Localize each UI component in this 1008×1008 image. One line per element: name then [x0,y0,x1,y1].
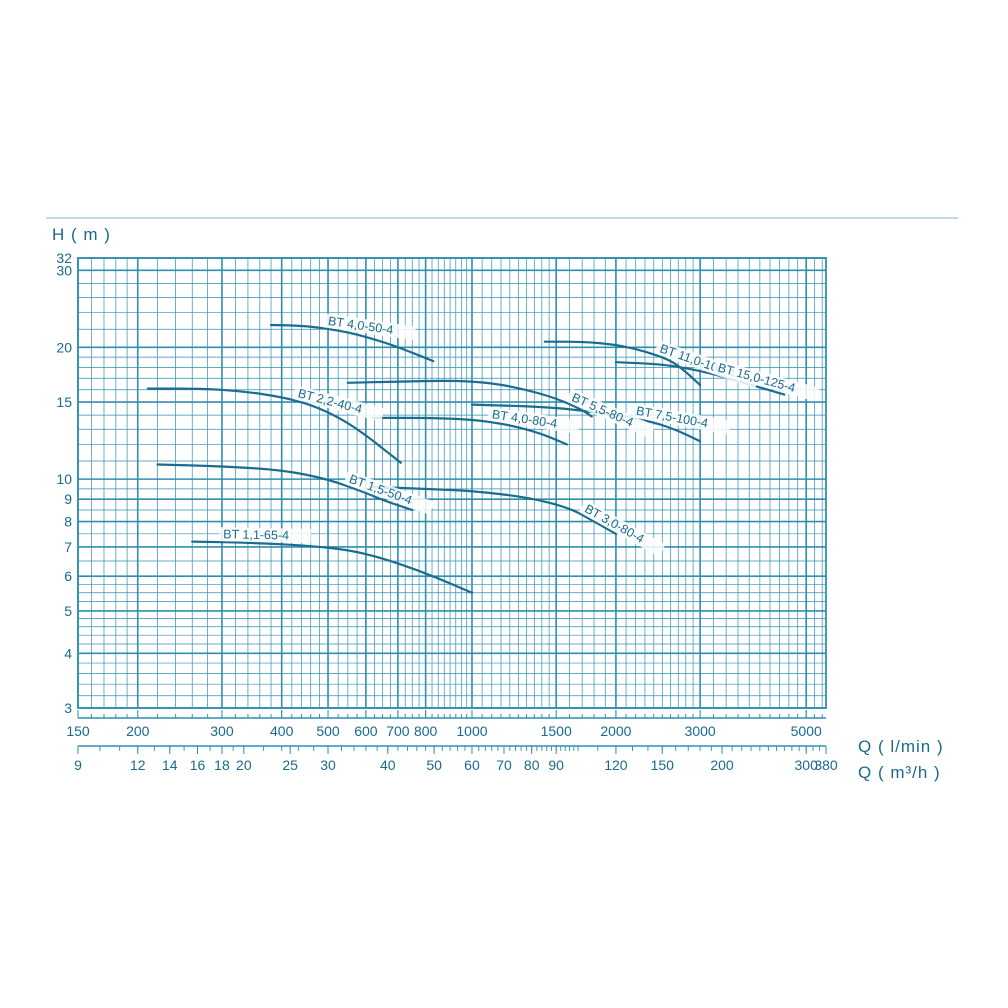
curve-label-bg [323,313,416,341]
x-tick-label-lmin: 1000 [456,723,487,739]
y-tick-label: 4 [64,645,72,661]
curve-label-group: BT 4,0-50-4 [323,313,416,341]
x-tick-label-lmin: 500 [316,723,340,739]
x-tick-label-lmin: 700 [386,723,410,739]
curve-label-bg [565,388,656,439]
y-tick-label: 3 [64,700,72,716]
x-tick-label-m3h: 150 [651,757,675,773]
curve-label: BT 2,2-40-4 [296,386,363,416]
x-tick-label-lmin: 3000 [685,723,716,739]
pump-curve [269,323,435,363]
x-tick-label-lmin: 1500 [541,723,572,739]
curve-label: BT 3,0-80-4 [582,502,646,546]
x-tick-label-m3h: 20 [236,757,252,773]
curve-label-group: BT 1,1-65-4 [219,527,311,544]
y-tick-label: 20 [56,339,72,355]
x-tick-label-m3h: 16 [190,757,206,773]
curve-labels: BT 4,0-50-4BT 2,2-40-4BT 11,0-100-4BT 15… [219,313,820,557]
y-axis-title: H ( m ) [52,225,111,244]
curve-label-bg [487,406,580,435]
y-tick-label: 30 [56,262,72,278]
x-tick-label-lmin: 300 [210,723,234,739]
y-tick-label: 9 [64,491,72,507]
x-tick-label-lmin: 200 [126,723,150,739]
x-axis-title-lmin: Q ( l/min ) [858,737,944,756]
curve-label-group: BT 3,0-80-4 [578,499,666,557]
x-tick-label-m3h: 70 [496,757,512,773]
curve-label-bg [631,403,732,435]
x-tick-label-lmin: 800 [414,723,438,739]
pump-curve [156,463,414,512]
curve-label-bg [578,499,666,557]
x-axis-lmin: 150 200 300 400 500 600 700 800 1000 1500 2000 3000… [66,710,826,739]
x-tick-label-m3h: 80 [524,757,540,773]
y-tick-label: 15 [56,394,72,410]
x-axis-title-m3h: Q ( m³/h ) [858,763,941,782]
plot-frame [77,257,827,709]
curve-label-bg [343,470,435,516]
y-tick-label: 7 [64,539,72,555]
pump-curve [371,416,569,446]
pump-curve [146,387,402,464]
x-axis-m3h: 9 12 14 16 18 20 25 30 40 50 60 70 80 90 120 150 200 3003… [74,745,838,773]
x-tick-label-m3h: 30 [320,757,336,773]
curve-label-bg [219,527,311,544]
pump-curve [371,485,617,535]
x-tick-label-m3h: 25 [282,757,298,773]
x-tick-label-m3h: 90 [548,757,564,773]
curve-label: BT 1,1-65-4 [223,527,289,542]
x-tick-label-m3h: 50 [426,757,442,773]
pump-curve [346,379,593,418]
x-tick-label-m3h: 18 [214,757,230,773]
x-tick-label-lmin: 2000 [600,723,631,739]
x-tick-label-m3h: 380 [814,757,838,773]
curve-label-bg [712,359,820,402]
x-tick-label-lmin: 5000 [791,723,822,739]
x-tick-label-lmin: 400 [270,723,294,739]
x-tick-label-lmin: 150 [66,723,90,739]
grid [77,257,827,709]
y-tick-label: 32 [56,250,72,266]
x-tick-label-m3h: 9 [74,757,82,773]
x-tick-label-m3h: 120 [604,757,628,773]
x-tick-label-lmin: 600 [354,723,378,739]
x-tick-label-m3h: 14 [162,757,178,773]
y-tick-label: 8 [64,514,72,530]
x-tick-label-m3h: 300 [795,757,819,773]
curve-label-bg [292,385,385,422]
y-tick-label: 10 [56,471,72,487]
x-tick-label-m3h: 60 [464,757,480,773]
y-tick-label: 5 [64,603,72,619]
pump-curve [191,540,474,594]
x-tick-label-m3h: 200 [710,757,734,773]
curve-label-group: BT 15,0-125-4 [712,359,820,402]
y-tick-label: 6 [64,568,72,584]
curve-label: BT 4,0-50-4 [327,314,394,337]
x-tick-label-m3h: 12 [130,757,146,773]
x-tick-label-m3h: 40 [380,757,396,773]
